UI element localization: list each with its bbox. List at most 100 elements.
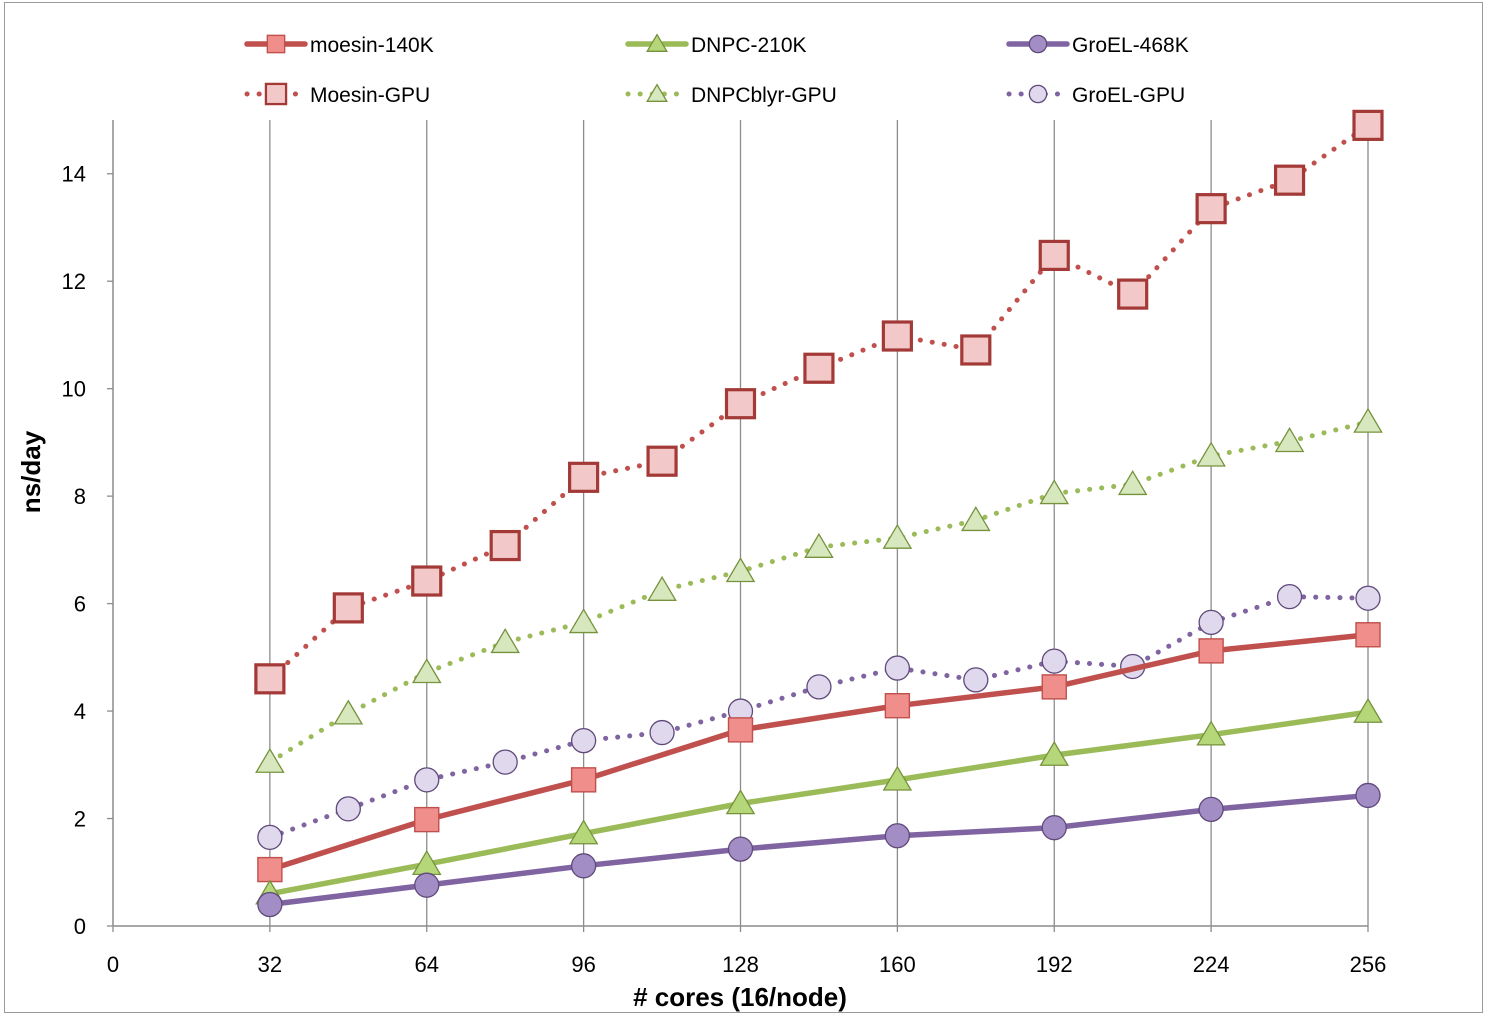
data-point-groel-gpu-224 [1198, 609, 1224, 636]
x-tick-labels: 0 32 64 96 128 160 192 224 256 [107, 952, 1386, 977]
data-point-dnpc-210k-128 [725, 789, 756, 815]
data-point-dnpcblyr-gpu-256 [1353, 407, 1383, 433]
data-point-moesin-gpu-32 [254, 663, 286, 695]
x-tick-label-64: 64 [415, 952, 439, 977]
data-point-dnpcblyr-gpu-176 [961, 506, 991, 532]
data-point-dnpcblyr-gpu-208 [1117, 470, 1148, 496]
legend-item-groel-gpu: GroEL-GPU [1006, 84, 1185, 107]
y-tick-label-8: 8 [74, 484, 86, 509]
legend-item-groel-468k: GroEL-468K [1006, 34, 1189, 57]
x-tick-label-192: 192 [1036, 952, 1073, 977]
data-point-dnpcblyr-gpu-96 [568, 608, 599, 634]
data-point-groel-gpu-256 [1355, 585, 1381, 611]
data-point-groel-gpu-32 [257, 824, 283, 850]
data-point-moesin-140k-96 [570, 767, 597, 793]
y-tick-label-4: 4 [74, 699, 86, 724]
data-point-dnpc-210k-96 [568, 819, 599, 845]
data-point-moesin-gpu-144 [803, 352, 835, 384]
data-point-moesin-gpu-160 [881, 320, 913, 352]
legend-label-dnpcblyr-gpu: DNPCblyr-GPU [691, 84, 837, 107]
data-point-groel-468k-128 [727, 836, 754, 862]
legend-marker-dnpcblyr-gpu [646, 83, 668, 102]
data-point-moesin-gpu-208 [1117, 278, 1149, 310]
y-tick-labels: 0 2 4 6 8 10 12 14 [62, 162, 86, 939]
data-point-moesin-140k-64 [414, 806, 440, 833]
data-point-moesin-140k-224 [1198, 638, 1224, 664]
data-point-groel-gpu-240 [1276, 583, 1303, 610]
data-point-dnpcblyr-gpu-80 [490, 628, 520, 654]
data-point-dnpc-210k-256 [1353, 697, 1383, 723]
series-groel-gpu [257, 583, 1381, 850]
data-point-groel-gpu-192 [1041, 648, 1067, 674]
data-point-groel-gpu-176 [963, 667, 989, 693]
data-point-groel-gpu-48 [335, 796, 361, 822]
y-tick-label-6: 6 [74, 592, 86, 617]
series-line-dnpc-210k [267, 709, 1371, 897]
data-point-groel-468k-224 [1198, 796, 1224, 823]
data-point-groel-468k-32 [257, 891, 283, 918]
data-point-moesin-gpu-128 [724, 388, 757, 420]
x-tick-label-256: 256 [1350, 952, 1387, 977]
data-point-groel-468k-256 [1355, 782, 1381, 809]
legend-item-dnpc-210k: DNPC-210K [625, 33, 807, 57]
legend-marker-groel-468k [1028, 34, 1048, 54]
legend-label-groel-gpu: GroEL-GPU [1072, 84, 1185, 107]
legend-marker-moesin-140k [266, 34, 286, 54]
data-point-moesin-gpu-240 [1273, 164, 1306, 196]
y-tick-label-10: 10 [62, 377, 86, 402]
series-moesin-140k [257, 622, 1381, 883]
series-line-groel-468k [267, 792, 1371, 908]
data-point-moesin-gpu-96 [568, 461, 600, 493]
data-point-moesin-gpu-64 [411, 565, 443, 597]
data-point-moesin-gpu-256 [1352, 109, 1384, 141]
x-tick-label-0: 0 [107, 952, 119, 977]
data-point-dnpcblyr-gpu-128 [725, 557, 756, 583]
series-groel-468k [257, 782, 1381, 918]
legend-item-dnpcblyr-gpu: DNPCblyr-GPU [625, 83, 837, 107]
legend-label-groel-468k: GroEL-468K [1072, 34, 1189, 57]
data-point-groel-gpu-80 [492, 749, 518, 775]
data-point-dnpcblyr-gpu-64 [411, 658, 442, 684]
data-point-groel-gpu-144 [806, 674, 832, 700]
data-point-dnpcblyr-gpu-32 [255, 747, 285, 773]
y-axis-title: ns/day [16, 430, 46, 513]
data-point-dnpc-210k-160 [882, 765, 913, 791]
data-point-groel-gpu-112 [649, 719, 675, 746]
data-point-moesin-gpu-112 [646, 445, 678, 477]
data-point-groel-gpu-96 [570, 727, 597, 754]
data-point-groel-468k-64 [414, 872, 440, 898]
legend-item-moesin-gpu: Moesin-GPU [244, 82, 430, 107]
legend-marker-moesin-gpu [264, 82, 288, 106]
data-point-moesin-gpu-176 [960, 334, 992, 366]
data-point-dnpcblyr-gpu-48 [333, 699, 364, 725]
data-point-moesin-140k-128 [727, 717, 754, 743]
x-tick-label-128: 128 [722, 952, 759, 977]
legend-label-moesin-140k: moesin-140K [310, 34, 434, 57]
data-point-moesin-140k-256 [1355, 622, 1381, 648]
legend-item-moesin-140k: moesin-140K [244, 34, 434, 57]
x-axis-title: # cores (16/node) [633, 982, 847, 1012]
data-point-groel-468k-192 [1041, 815, 1067, 841]
data-point-dnpc-210k-224 [1196, 720, 1226, 746]
x-tick-label-32: 32 [258, 952, 282, 977]
data-point-dnpcblyr-gpu-160 [882, 523, 913, 549]
data-point-groel-468k-160 [884, 823, 911, 849]
series-dnpcblyr-gpu [255, 407, 1383, 773]
y-tick-label-12: 12 [62, 269, 86, 294]
data-point-moesin-gpu-224 [1195, 193, 1227, 225]
x-tick-label-96: 96 [571, 952, 595, 977]
series-line-moesin-140k [267, 632, 1371, 873]
axes [107, 120, 1369, 932]
data-point-dnpc-210k-192 [1039, 740, 1070, 766]
data-point-moesin-gpu-48 [332, 592, 364, 624]
series-moesin-gpu [254, 109, 1384, 695]
legend-label-dnpc-210k: DNPC-210K [691, 34, 807, 57]
legend-label-moesin-gpu: Moesin-GPU [310, 84, 430, 107]
legend-marker-dnpc-210k [646, 33, 668, 52]
legend-marker-groel-gpu [1028, 84, 1048, 104]
x-tick-label-160: 160 [879, 952, 916, 977]
data-point-dnpcblyr-gpu-224 [1196, 441, 1226, 467]
y-tick-label-0: 0 [74, 914, 86, 939]
legend: moesin-140K DNPC-210K GroEL-468K Moesin-GPU… [244, 33, 1189, 107]
